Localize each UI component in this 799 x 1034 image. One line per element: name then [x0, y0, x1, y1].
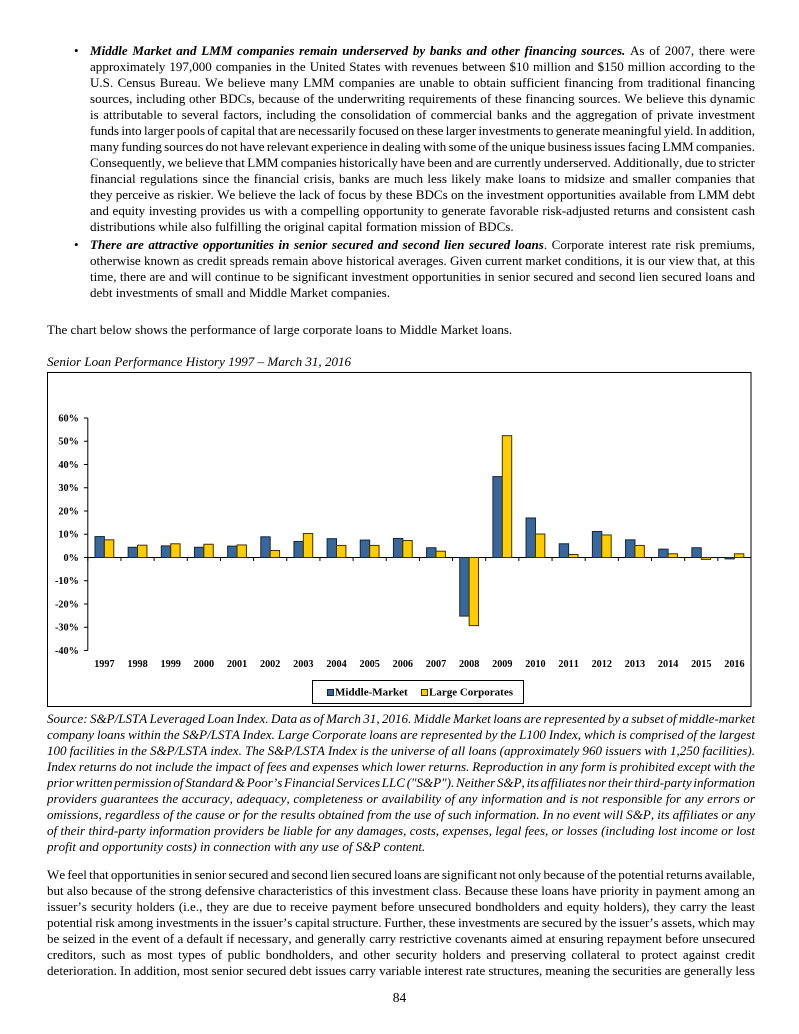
svg-text:2014: 2014	[658, 659, 678, 670]
svg-text:2008: 2008	[459, 659, 479, 670]
svg-text:-40%: -40%	[55, 646, 79, 657]
svg-text:2011: 2011	[558, 659, 578, 670]
svg-text:2000: 2000	[194, 659, 214, 670]
svg-text:1997: 1997	[94, 659, 114, 670]
svg-text:2013: 2013	[625, 659, 645, 670]
svg-text:20%: 20%	[58, 506, 78, 517]
svg-text:-30%: -30%	[55, 623, 79, 634]
svg-text:2005: 2005	[359, 659, 379, 670]
svg-text:2010: 2010	[525, 659, 545, 670]
svg-text:50%: 50%	[58, 437, 78, 448]
svg-text:2012: 2012	[592, 659, 612, 670]
svg-text:2015: 2015	[691, 659, 711, 670]
svg-text:30%: 30%	[58, 483, 78, 494]
svg-text:2004: 2004	[326, 659, 346, 670]
svg-text:-10%: -10%	[55, 576, 79, 587]
svg-text:10%: 10%	[58, 530, 78, 541]
svg-text:2009: 2009	[492, 659, 512, 670]
svg-text:0%: 0%	[64, 553, 79, 564]
svg-text:40%: 40%	[58, 460, 78, 471]
svg-text:2002: 2002	[260, 659, 280, 670]
svg-text:2016: 2016	[724, 659, 744, 670]
svg-text:2003: 2003	[293, 659, 313, 670]
svg-text:Middle-Market: Middle-Market	[335, 687, 408, 699]
svg-text:2007: 2007	[426, 659, 446, 670]
svg-text:-20%: -20%	[55, 599, 79, 610]
svg-text:1999: 1999	[161, 659, 181, 670]
svg-text:2006: 2006	[393, 659, 413, 670]
svg-text:Large Corporates: Large Corporates	[429, 687, 514, 699]
svg-text:60%: 60%	[58, 413, 78, 424]
svg-text:1998: 1998	[127, 659, 147, 670]
svg-text:2001: 2001	[227, 659, 247, 670]
